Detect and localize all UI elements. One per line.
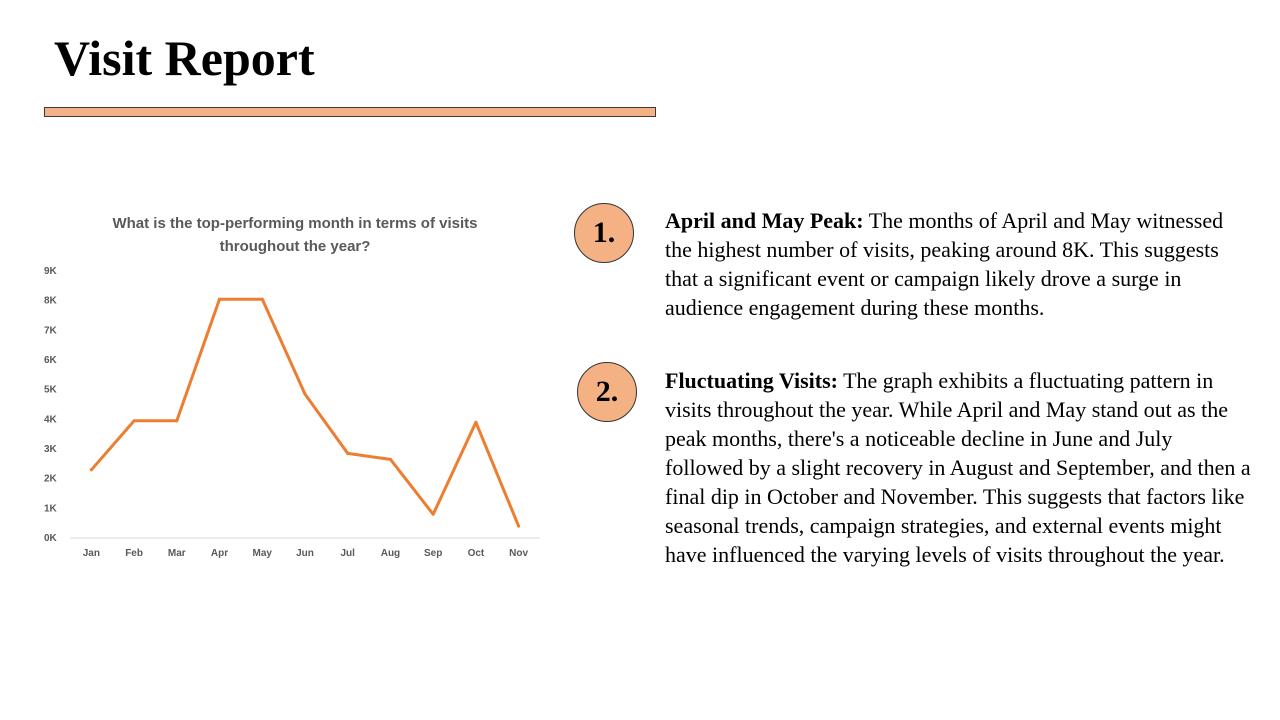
point-2-badge: 2. — [577, 362, 637, 422]
x-tick-label: Apr — [211, 548, 228, 559]
y-tick-label: 3K — [44, 444, 58, 455]
y-tick-label: 7K — [44, 325, 58, 336]
data-point-sep — [431, 512, 435, 516]
point-1-badge: 1. — [574, 203, 634, 263]
chart-title-line-1: What is the top-performing month in term… — [112, 215, 477, 232]
chart-svg: What is the top-performing month in term… — [44, 215, 540, 559]
data-point-jul — [346, 451, 350, 455]
data-point-may — [260, 297, 264, 301]
x-tick-label: Aug — [381, 548, 400, 559]
data-point-oct — [474, 420, 478, 424]
point-2-lead: Fluctuating Visits: — [665, 368, 838, 393]
y-tick-label: 4K — [44, 414, 58, 425]
y-tick-label: 6K — [44, 355, 58, 366]
data-point-aug — [388, 457, 392, 461]
data-point-mar — [175, 419, 179, 423]
point-2-body: The graph exhibits a fluctuating pattern… — [665, 368, 1251, 567]
point-2-text: Fluctuating Visits: The graph exhibits a… — [665, 366, 1255, 569]
y-tick-label: 1K — [44, 503, 58, 514]
x-axis-ticks: Jan Feb Mar Apr May Jun Jul Aug Sep Oct Nov — [83, 548, 529, 559]
y-tick-label: 2K — [44, 474, 58, 485]
data-point-jun — [303, 392, 307, 396]
x-tick-label: Mar — [168, 548, 186, 559]
chart-title-line-2: throughout the year? — [220, 238, 371, 255]
series-line-0 — [89, 297, 521, 528]
point-1-lead: April and May Peak: — [665, 208, 864, 233]
title-rule — [44, 107, 656, 117]
y-tick-label: 8K — [44, 296, 58, 307]
data-point-apr — [218, 297, 222, 301]
series-group — [89, 297, 521, 528]
x-tick-label: Sep — [424, 548, 442, 559]
x-tick-label: Jul — [341, 548, 356, 559]
x-tick-label: Oct — [468, 548, 485, 559]
y-axis-ticks: 0K 1K 2K 3K 4K 5K 6K 7K 8K 9K — [44, 266, 58, 544]
point-1-text: April and May Peak: The months of April … — [665, 206, 1255, 322]
data-point-feb — [132, 419, 136, 423]
x-tick-label: Jun — [296, 548, 314, 559]
page-title: Visit Report — [54, 30, 315, 86]
data-point-jan — [89, 468, 93, 472]
y-tick-label: 9K — [44, 266, 58, 277]
x-tick-label: May — [253, 548, 273, 559]
visits-line-chart: What is the top-performing month in term… — [30, 200, 550, 580]
y-tick-label: 0K — [44, 533, 58, 544]
x-tick-label: Nov — [509, 548, 528, 559]
data-point-nov — [517, 524, 521, 528]
point-1-body: The months of April and May witnessed th… — [665, 208, 1224, 320]
x-tick-label: Jan — [83, 548, 100, 559]
y-tick-label: 5K — [44, 385, 58, 396]
x-tick-label: Feb — [125, 548, 143, 559]
